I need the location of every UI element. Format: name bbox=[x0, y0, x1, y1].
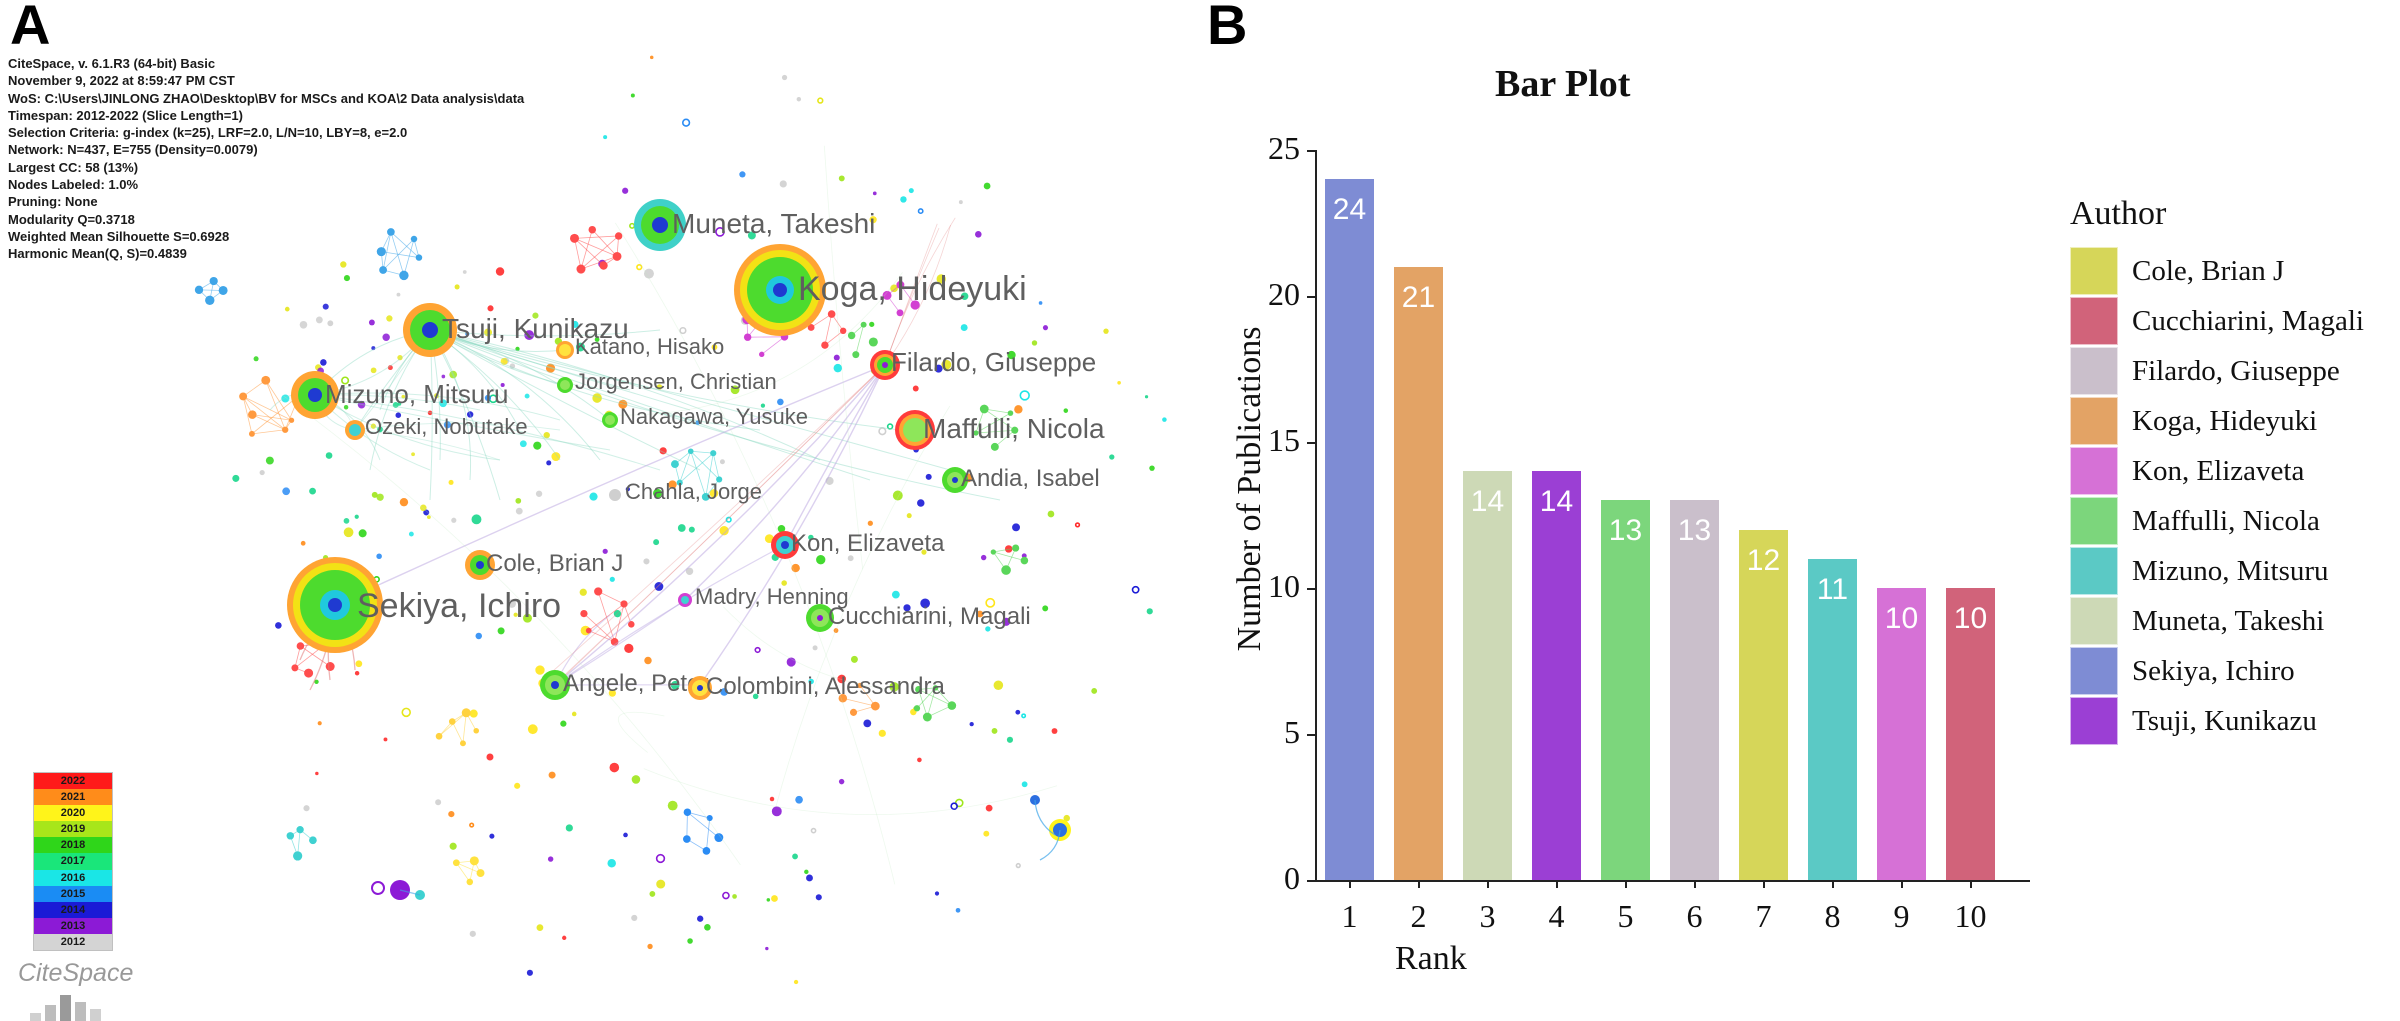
svg-text:Andia, Isabel: Andia, Isabel bbox=[961, 465, 1100, 492]
svg-text:Kon, Elizaveta: Kon, Elizaveta bbox=[791, 530, 945, 557]
svg-text:Koga, Hideyuki: Koga, Hideyuki bbox=[798, 270, 1027, 308]
svg-text:Katano, Hisako: Katano, Hisako bbox=[575, 334, 724, 359]
svg-text:Muneta, Takeshi: Muneta, Takeshi bbox=[672, 208, 875, 239]
svg-text:Nakagawa, Yusuke: Nakagawa, Yusuke bbox=[620, 404, 808, 429]
svg-text:Angele, Peter: Angele, Peter bbox=[563, 670, 708, 697]
svg-text:CiteSpace: CiteSpace bbox=[18, 959, 133, 987]
svg-text:Mizuno, Mitsuru: Mizuno, Mitsuru bbox=[325, 379, 509, 409]
svg-text:Madry, Henning: Madry, Henning bbox=[695, 584, 849, 609]
svg-text:Cole, Brian J: Cole, Brian J bbox=[486, 550, 623, 577]
svg-text:Colombini, Alessandra: Colombini, Alessandra bbox=[706, 673, 945, 700]
svg-text:Sekiya, Ichiro: Sekiya, Ichiro bbox=[357, 587, 561, 625]
svg-text:Filardo, Giuseppe: Filardo, Giuseppe bbox=[891, 347, 1096, 377]
svg-text:Ozeki, Nobutake: Ozeki, Nobutake bbox=[365, 414, 528, 439]
svg-text:Cucchiarini, Magali: Cucchiarini, Magali bbox=[828, 603, 1031, 630]
svg-text:Jorgensen, Christian: Jorgensen, Christian bbox=[575, 369, 777, 394]
svg-text:Maffulli, Nicola: Maffulli, Nicola bbox=[923, 413, 1105, 444]
svg-text:Chahla, Jorge: Chahla, Jorge bbox=[625, 479, 762, 504]
